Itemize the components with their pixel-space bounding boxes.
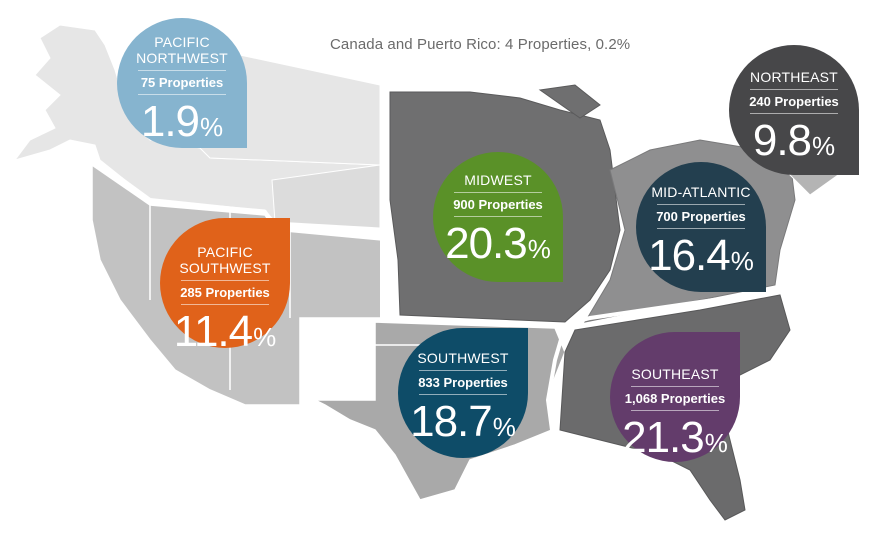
percent-sign: % — [730, 246, 754, 276]
region-badge-pacific-southwest: PACIFIC SOUTHWEST 285 Properties 11.4% — [160, 218, 290, 355]
region-name: PACIFIC — [154, 34, 210, 50]
percent-value: 16.4% — [636, 233, 766, 284]
region-name-line2: NORTHWEST — [136, 50, 228, 66]
percent-sign: % — [492, 412, 516, 442]
divider — [631, 386, 719, 387]
divider — [631, 410, 719, 411]
divider — [138, 94, 226, 95]
percent-value: 18.7% — [398, 399, 528, 450]
percent-number: 9.8 — [752, 116, 812, 165]
percent-sign: % — [704, 428, 728, 458]
percent-sign: % — [812, 131, 836, 161]
percent-value: 21.3% — [610, 415, 740, 466]
property-count: 833 Properties — [418, 375, 508, 390]
percent-number: 21.3 — [622, 413, 705, 462]
percent-sign: % — [200, 112, 224, 142]
region-name: SOUTHEAST — [631, 366, 719, 382]
property-count: 900 Properties — [453, 197, 543, 212]
divider — [454, 192, 542, 193]
region-badge-southwest: SOUTHWEST 833 Properties 18.7% — [398, 328, 528, 458]
region-name: NORTHEAST — [750, 69, 838, 85]
percent-value: 9.8% — [729, 118, 859, 169]
region-name-line2: SOUTHWEST — [179, 260, 271, 276]
divider — [750, 113, 838, 114]
property-count: 285 Properties — [180, 285, 270, 300]
region-badge-midwest: MIDWEST 900 Properties 20.3% — [433, 152, 563, 282]
divider — [750, 89, 838, 90]
percent-value: 11.4% — [160, 309, 290, 360]
region-name: SOUTHWEST — [417, 350, 509, 366]
property-count: 1,068 Properties — [624, 391, 726, 406]
percent-number: 11.4 — [173, 307, 253, 356]
divider — [138, 70, 226, 71]
divider — [657, 228, 745, 229]
region-badge-mid-atlantic: MID-ATLANTIC 700 Properties 16.4% — [636, 162, 766, 292]
divider — [454, 216, 542, 217]
percent-value: 1.9% — [117, 99, 247, 150]
divider — [657, 204, 745, 205]
percent-number: 18.7 — [410, 397, 493, 446]
percent-number: 16.4 — [648, 231, 731, 280]
property-count: 75 Properties — [140, 75, 224, 90]
region-name: MIDWEST — [464, 172, 532, 188]
region-borders — [93, 158, 781, 431]
divider — [419, 394, 507, 395]
percent-sign: % — [527, 234, 551, 264]
percent-value: 20.3% — [433, 221, 563, 272]
region-name: PACIFIC — [197, 244, 253, 260]
divider — [419, 370, 507, 371]
divider — [181, 280, 269, 281]
canada-puerto-rico-note: Canada and Puerto Rico: 4 Properties, 0.… — [330, 36, 631, 53]
region-badge-pacific-northwest: PACIFIC NORTHWEST 75 Properties 1.9% — [117, 18, 247, 148]
property-count: 240 Properties — [749, 94, 839, 109]
divider — [181, 304, 269, 305]
region-badge-northeast: NORTHEAST 240 Properties 9.8% — [729, 45, 859, 175]
region-name: MID-ATLANTIC — [651, 184, 751, 200]
region-badge-southeast: SOUTHEAST 1,068 Properties 21.3% — [610, 332, 740, 462]
percent-number: 1.9 — [140, 97, 200, 146]
percent-number: 20.3 — [445, 219, 528, 268]
percent-sign: % — [253, 322, 277, 352]
property-count: 700 Properties — [656, 209, 746, 224]
